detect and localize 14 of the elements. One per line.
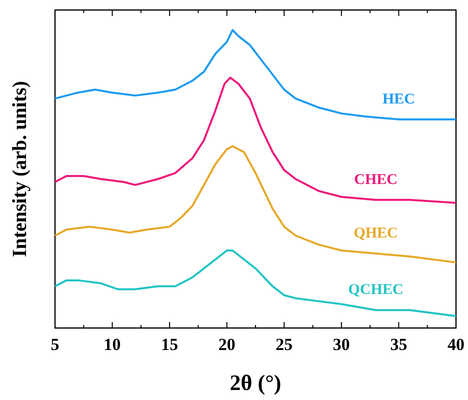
series-label: CHEC <box>354 172 398 188</box>
series-label: HEC <box>382 91 415 108</box>
series-label: QHEC <box>354 226 398 242</box>
series-label: QCHEC <box>348 282 404 298</box>
x-tick-label: 5 <box>50 335 60 354</box>
x-tick-label: 35 <box>390 335 408 354</box>
x-tick-label: 30 <box>332 335 350 354</box>
x-tick-label: 10 <box>104 335 121 354</box>
x-tick-label: 25 <box>276 335 293 354</box>
y-axis-title: Intensity (arb. units) <box>9 80 31 258</box>
x-tick-label: 15 <box>161 335 178 354</box>
x-axis-title: 2θ (°) <box>230 370 282 395</box>
x-tick-label: 40 <box>448 335 464 354</box>
x-tick-label: 20 <box>218 335 236 354</box>
